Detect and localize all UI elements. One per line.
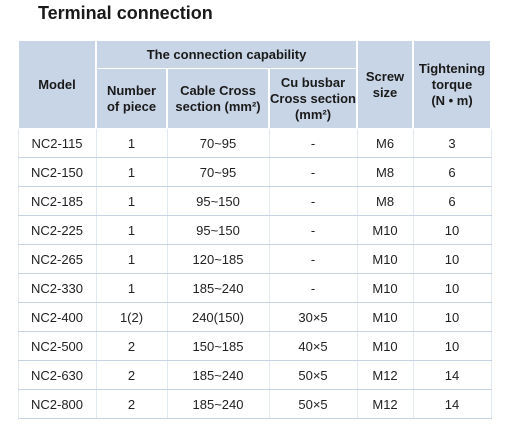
table-body: NC2-115 1 70~95- M6 3 NC2-150 1 70~95- M8 6 NC2-18… — [17, 128, 492, 419]
section-title: Terminal connection — [38, 3, 213, 23]
table-cell: 185~240 — [166, 360, 270, 390]
table-cell: 1 — [95, 186, 168, 216]
table-cell: 95~150 — [166, 215, 270, 245]
table-cell: - — [268, 186, 358, 216]
table-cell: 1 — [95, 157, 168, 187]
table-row: NC2-500 2 150~185 40×5 M10 10 — [17, 331, 492, 361]
table-cell: 120~185 — [166, 244, 270, 274]
table-cell: NC2-185 — [17, 186, 97, 216]
table-cell: 1 — [95, 215, 168, 245]
table-cell: 10 — [412, 273, 492, 303]
table-row: NC2-185 1 95~150- M8 6 — [17, 186, 492, 216]
table-cell: 40×5 — [268, 331, 358, 361]
table-cell: 185~240 — [166, 389, 270, 419]
header-text: Screw — [365, 68, 405, 84]
table-cell: 10 — [412, 302, 492, 332]
header-cell: Screw size — [356, 40, 415, 129]
header-row: Model The connection capability Screw size T… — [17, 40, 493, 129]
table-cell: - — [268, 273, 358, 303]
header-text: size — [372, 84, 398, 100]
header-text: (mm²) — [294, 106, 332, 122]
table-cell: 1 — [95, 244, 168, 274]
table-cell: NC2-115 — [17, 128, 97, 158]
table-cell: 14 — [412, 360, 492, 390]
table-cell: NC2-225 — [17, 215, 97, 245]
table-cell: NC2-630 — [17, 360, 97, 390]
header-cell: Cu busbar Cross section (mm²) — [267, 68, 359, 129]
table-cell: 14 — [412, 389, 492, 419]
header-text: section (mm²) — [175, 98, 261, 114]
table-cell: 6 — [412, 186, 492, 216]
table-cell: 50×5 — [268, 389, 358, 419]
header-cell: Cable Cross section (mm²) — [166, 68, 270, 129]
table-cell: - — [268, 244, 358, 274]
table-cell: 30×5 — [268, 302, 358, 332]
table-cell: NC2-265 — [17, 244, 97, 274]
header-text: Cable Cross — [180, 82, 256, 98]
table-cell: 95~150 — [166, 186, 270, 216]
table-cell: - — [268, 157, 358, 187]
table-cell: 185~240 — [166, 273, 270, 303]
table-row: NC2-400 1(2) 240(150) 30×5 M10 10 — [17, 302, 492, 332]
table-cell: 70~95 — [166, 157, 270, 187]
table-cell: M12 — [356, 389, 414, 419]
table-cell: 50×5 — [268, 360, 358, 390]
table-cell: - — [268, 215, 358, 245]
table-cell: 10 — [412, 215, 492, 245]
header-cell: Tightening torque (N • m) — [412, 40, 493, 129]
table-cell: 70~95 — [166, 128, 270, 158]
table-row: NC2-150 1 70~95- M8 6 — [17, 157, 492, 187]
table-cell: 10 — [412, 331, 492, 361]
table-cell: - — [268, 128, 358, 158]
table-cell: M10 — [356, 302, 414, 332]
table-row: NC2-225 1 95~150- M10 10 — [17, 215, 492, 245]
table-cell: 2 — [95, 331, 168, 361]
table-cell: M10 — [356, 331, 414, 361]
table-cell: NC2-400 — [17, 302, 97, 332]
header-cell: Model — [17, 40, 97, 129]
table-cell: M10 — [356, 244, 414, 274]
table-row: NC2-330 1 185~240- M10 10 — [17, 273, 492, 303]
table-row: NC2-800 2 185~240 50×5 M12 14 — [17, 389, 492, 419]
table-head: Model The connection capability Screw size T… — [17, 40, 493, 129]
table-cell: NC2-500 — [17, 331, 97, 361]
header-row: Number of piece Cable Cross section (mm²) Cu… — [18, 68, 491, 129]
header-text: of piece — [106, 98, 157, 114]
header-text: torque — [431, 76, 473, 92]
table-cell: NC2-330 — [17, 273, 97, 303]
table-cell: 1 — [95, 273, 168, 303]
spec-table: Model The connection capability Screw size T… — [17, 40, 493, 419]
table-cell: 1(2) — [95, 302, 168, 332]
table-row: NC2-630 2 185~240 50×5 M12 14 — [17, 360, 492, 390]
table-cell: 10 — [412, 244, 492, 274]
header-text: (N • m) — [431, 92, 473, 108]
header-text: Cross section — [270, 90, 356, 106]
table-cell: NC2-800 — [17, 389, 97, 419]
table-cell: M10 — [356, 215, 414, 245]
table-cell: 1 — [95, 128, 168, 158]
table-cell: 2 — [95, 389, 168, 419]
header-cell: Number of piece — [95, 68, 168, 129]
table-row: NC2-115 1 70~95- M6 3 — [17, 128, 492, 158]
header-text: Model — [38, 76, 76, 92]
table-cell: 2 — [95, 360, 168, 390]
table-cell: M10 — [356, 273, 414, 303]
header-text: Tightening — [418, 60, 486, 76]
table-cell: M6 — [356, 128, 414, 158]
table-row: NC2-265 1 120~185- M10 10 — [17, 244, 492, 274]
table-cell: 3 — [412, 128, 492, 158]
table-cell: NC2-150 — [17, 157, 97, 187]
table-cell: 6 — [412, 157, 492, 187]
table-cell: 240(150) — [166, 302, 270, 332]
table-cell: M8 — [356, 186, 414, 216]
header-text: Cu busbar — [280, 74, 346, 90]
table-cell: M8 — [356, 157, 414, 187]
table-cell: 150~185 — [166, 331, 270, 361]
table-cell: M12 — [356, 360, 414, 390]
group-header: The connection capability — [94, 40, 359, 69]
header-text: Number — [106, 82, 157, 98]
